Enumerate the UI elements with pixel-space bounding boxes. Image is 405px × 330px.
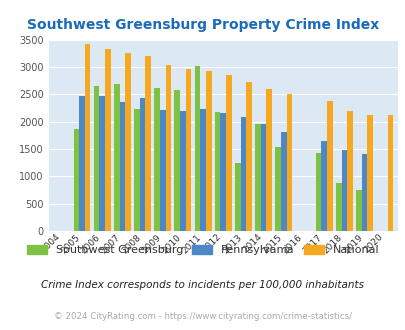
Text: Southwest Greensburg Property Crime Index: Southwest Greensburg Property Crime Inde…: [27, 18, 378, 32]
Bar: [205, 71, 211, 231]
Bar: [73, 129, 79, 231]
Bar: [234, 163, 240, 231]
Bar: [240, 117, 246, 231]
Bar: [85, 44, 90, 231]
Bar: [134, 109, 139, 231]
Bar: [326, 101, 332, 231]
Bar: [105, 49, 111, 231]
Bar: [275, 147, 280, 231]
Bar: [361, 154, 367, 231]
Bar: [387, 115, 392, 231]
Legend: Southwest Greensburg, Pennsylvania, National: Southwest Greensburg, Pennsylvania, Nati…: [27, 245, 378, 255]
Bar: [114, 84, 119, 231]
Bar: [220, 113, 226, 231]
Bar: [341, 149, 346, 231]
Bar: [79, 96, 85, 231]
Bar: [266, 89, 271, 231]
Bar: [367, 115, 372, 231]
Bar: [286, 94, 292, 231]
Bar: [355, 190, 361, 231]
Bar: [154, 88, 160, 231]
Bar: [200, 109, 205, 231]
Bar: [174, 90, 180, 231]
Bar: [280, 132, 286, 231]
Bar: [321, 141, 326, 231]
Bar: [165, 65, 171, 231]
Bar: [226, 75, 231, 231]
Bar: [246, 82, 252, 231]
Bar: [214, 112, 220, 231]
Bar: [99, 96, 105, 231]
Bar: [180, 111, 185, 231]
Bar: [194, 66, 200, 231]
Bar: [346, 111, 352, 231]
Bar: [255, 124, 260, 231]
Bar: [160, 110, 165, 231]
Bar: [315, 153, 321, 231]
Bar: [139, 98, 145, 231]
Text: © 2024 CityRating.com - https://www.cityrating.com/crime-statistics/: © 2024 CityRating.com - https://www.city…: [54, 312, 351, 321]
Bar: [335, 183, 341, 231]
Bar: [119, 102, 125, 231]
Bar: [145, 56, 151, 231]
Text: Crime Index corresponds to incidents per 100,000 inhabitants: Crime Index corresponds to incidents per…: [41, 280, 364, 290]
Bar: [125, 53, 130, 231]
Bar: [94, 85, 99, 231]
Bar: [260, 124, 266, 231]
Bar: [185, 69, 191, 231]
